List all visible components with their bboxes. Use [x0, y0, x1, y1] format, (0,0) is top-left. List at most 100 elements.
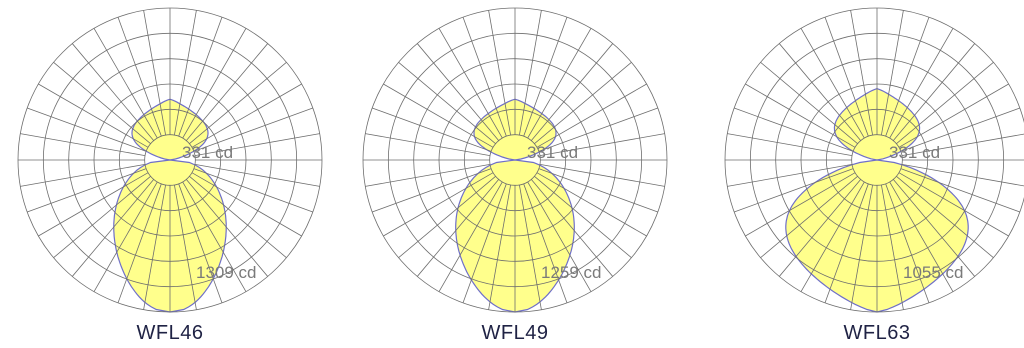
grid-spoke — [398, 175, 496, 259]
polar-grid — [724, 7, 1024, 313]
grid-spoke — [527, 181, 592, 292]
grid-spoke — [901, 164, 1024, 187]
grid-spoke — [530, 43, 614, 141]
grid-spoke — [850, 10, 873, 136]
grid-spoke — [365, 164, 491, 187]
grid-spoke — [824, 17, 869, 137]
grid-spoke — [488, 10, 511, 136]
grid-spoke — [727, 164, 853, 187]
grid-spoke — [174, 10, 197, 136]
grid-spoke — [530, 179, 614, 277]
grid-spoke — [365, 133, 491, 156]
grid-spoke — [896, 61, 994, 145]
grid-spoke — [185, 43, 269, 141]
grid-spoke — [900, 168, 1020, 213]
polar-diagram-wfl63: 331 cd 1055 cd WFL63 — [717, 0, 1024, 348]
grid-spoke — [38, 83, 149, 148]
grid-spoke — [727, 133, 853, 156]
lower-intensity-label: 1259 cd — [541, 263, 602, 282]
polar-chart-wfl46: 331 cd 1309 cd — [17, 7, 323, 313]
grid-spoke — [178, 183, 223, 303]
lower-intensity-label: 1055 cd — [903, 263, 964, 282]
grid-spoke — [372, 107, 492, 152]
polar-diagram-wfl49: 331 cd 1259 cd WFL49 — [355, 0, 675, 348]
grid-spoke — [760, 175, 858, 259]
grid-spoke — [898, 172, 1009, 237]
polar-grid — [362, 7, 668, 313]
grid-spoke — [71, 179, 155, 277]
grid-spoke — [889, 181, 954, 292]
model-label-wfl63: WFL63 — [843, 322, 911, 344]
grid-spoke — [27, 107, 147, 152]
grid-spoke — [539, 164, 665, 187]
grid-spoke — [372, 168, 492, 213]
grid-spoke — [539, 133, 665, 156]
grid-spoke — [194, 164, 320, 187]
grid-spoke — [20, 164, 146, 187]
lower-intensity-label: 1309 cd — [196, 263, 257, 282]
upper-intensity-label: 331 cd — [889, 143, 940, 162]
grid-spoke — [398, 61, 496, 145]
grid-spoke — [117, 183, 162, 303]
grid-spoke — [143, 184, 166, 310]
grid-spoke — [193, 107, 313, 152]
grid-spoke — [53, 61, 151, 145]
grid-spoke — [20, 133, 146, 156]
grid-spoke — [800, 28, 865, 139]
grid-spoke — [383, 83, 494, 148]
grid-spoke — [534, 61, 632, 145]
grid-spoke — [438, 181, 503, 292]
grid-spoke — [778, 43, 862, 141]
grid-spoke — [383, 172, 494, 237]
grid-spoke — [778, 179, 862, 277]
grid-spoke — [462, 17, 507, 137]
grid-spoke — [534, 175, 632, 259]
polar-chart-wfl63: 331 cd 1055 cd — [724, 7, 1024, 313]
grid-spoke — [824, 183, 869, 303]
grid-spoke — [898, 83, 1009, 148]
grid-spoke — [416, 179, 500, 277]
grid-spoke — [53, 175, 151, 259]
grid-spoke — [527, 28, 592, 139]
grid-spoke — [117, 17, 162, 137]
grid-spoke — [438, 28, 503, 139]
grid-spoke — [93, 28, 158, 139]
grid-spoke — [536, 172, 647, 237]
grid-spoke — [538, 168, 658, 213]
grid-spoke — [178, 17, 223, 137]
grid-spoke — [901, 133, 1024, 156]
upper-intensity-label: 331 cd — [527, 143, 578, 162]
grid-spoke — [885, 183, 930, 303]
grid-spoke — [185, 179, 269, 277]
grid-spoke — [189, 61, 287, 145]
grid-spoke — [462, 183, 507, 303]
grid-spoke — [896, 175, 994, 259]
model-label-wfl49: WFL49 — [481, 322, 549, 344]
upper-intensity-label: 331 cd — [182, 143, 233, 162]
grid-spoke — [182, 28, 247, 139]
polar-chart-wfl49: 331 cd 1259 cd — [362, 7, 668, 313]
grid-spoke — [488, 184, 511, 310]
grid-spoke — [189, 175, 287, 259]
grid-spoke — [27, 168, 147, 213]
grid-spoke — [885, 17, 930, 137]
grid-spoke — [900, 107, 1020, 152]
grid-spoke — [523, 183, 568, 303]
grid-spoke — [745, 83, 856, 148]
grid-spoke — [71, 43, 155, 141]
grid-spoke — [416, 43, 500, 141]
grid-spoke — [745, 172, 856, 237]
grid-spoke — [194, 133, 320, 156]
grid-spoke — [760, 61, 858, 145]
model-label-wfl46: WFL46 — [136, 322, 204, 344]
grid-spoke — [734, 107, 854, 152]
grid-spoke — [191, 83, 302, 148]
grid-spoke — [881, 10, 904, 136]
polar-diagram-wfl46: 331 cd 1309 cd WFL46 — [10, 0, 330, 348]
grid-spoke — [191, 172, 302, 237]
polar-grid — [17, 7, 323, 313]
grid-spoke — [881, 184, 904, 310]
grid-spoke — [519, 10, 542, 136]
grid-spoke — [734, 168, 854, 213]
grid-spoke — [143, 10, 166, 136]
